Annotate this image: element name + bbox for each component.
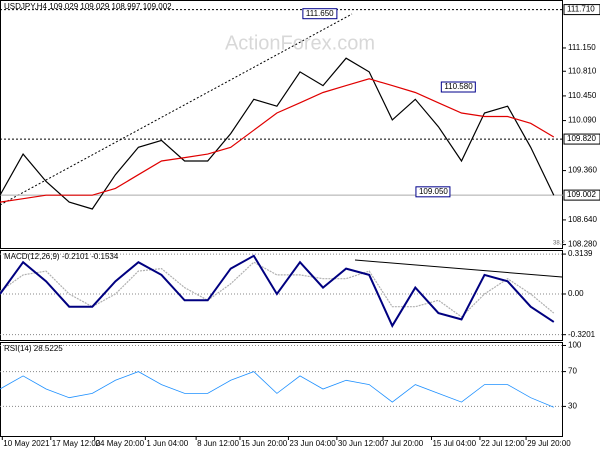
x-tick-label: 17 May 12:00 — [52, 439, 101, 448]
annotation-label: 111.650 — [306, 9, 334, 18]
ohlc: 109.002 — [143, 2, 172, 11]
last-price-label: 109.002 — [567, 190, 596, 199]
x-tick-label: 15 Jul 04:00 — [432, 439, 476, 448]
macd-main: -0.2101 — [62, 252, 90, 261]
macd-name: MACD(12,26,9) — [4, 252, 60, 261]
x-tick-label: 23 Jun 04:00 — [289, 439, 336, 448]
level-tag — [563, 4, 600, 16]
fib-label: 38.2 — [553, 241, 565, 247]
y-tick-label: 108.280 — [568, 240, 597, 249]
macd-frame — [0, 250, 563, 341]
y-tick-label: 0.00 — [568, 289, 584, 298]
level-tag — [563, 133, 600, 145]
macd-signal: -0.1534 — [91, 252, 119, 261]
macd-trend-line — [354, 259, 563, 278]
y-tick-label: 109.360 — [568, 166, 597, 175]
symbol: USDJPY,H4 — [4, 2, 48, 11]
y-tick-label: 70 — [568, 367, 577, 376]
level-label: 109.820 — [567, 134, 596, 143]
line — [0, 254, 555, 328]
x-tick-label: 8 Jun 12:00 — [197, 439, 239, 448]
price-frame — [0, 0, 563, 249]
line — [0, 261, 555, 318]
y-tick-label: 111.150 — [568, 43, 596, 52]
header: USDJPY,H4 109.029 109.029 108.997 109.00… — [4, 2, 172, 11]
ohlc: 109.029 — [80, 2, 109, 11]
y-tick-label: 110.090 — [568, 116, 597, 125]
x-tick-label: 7 Jul 20:00 — [384, 439, 424, 448]
annotation-label: 109.050 — [419, 187, 448, 196]
ohlc: 108.997 — [112, 2, 141, 11]
y-tick-label: 110.810 — [568, 66, 597, 75]
ohlc: 109.029 — [49, 2, 78, 11]
y-tick-label: 0.3139 — [568, 249, 593, 258]
rsi-label: RSI(14) 28.5225 — [4, 344, 63, 353]
rsi-name: RSI(14) — [4, 344, 32, 353]
annotation-box — [440, 81, 476, 93]
y-tick-label: 108.640 — [568, 215, 597, 224]
last-price-tag — [563, 189, 600, 201]
watermark: ActionForex.com — [225, 32, 375, 54]
annotation-label: 110.580 — [444, 82, 473, 91]
x-tick-label: 1 Jun 04:00 — [146, 439, 188, 448]
level-label: 111.710 — [567, 5, 595, 14]
x-tick-label: 22 Jul 12:00 — [481, 439, 525, 448]
annotation-box — [415, 186, 451, 198]
rsi-frame — [0, 342, 563, 437]
x-tick-label: 15 Jun 20:00 — [241, 439, 288, 448]
x-tick-label: 30 Jun 12:00 — [338, 439, 385, 448]
line — [0, 78, 555, 203]
y-tick-label: 100 — [568, 341, 582, 350]
rsi-value: 28.5225 — [34, 344, 63, 353]
line — [0, 371, 554, 408]
y-tick-label: 110.450 — [568, 91, 597, 100]
annotation-box — [302, 8, 338, 20]
macd-label: MACD(12,26,9) -0.2101 -0.1534 — [4, 252, 119, 261]
y-tick-label: -0.3201 — [568, 330, 596, 339]
x-tick-label: 10 May 2021 — [3, 439, 50, 448]
x-tick-label: 29 Jul 20:00 — [527, 439, 571, 448]
y-tick-label: 30 — [568, 402, 577, 411]
trend-line — [0, 13, 353, 206]
line — [0, 57, 555, 210]
x-tick-label: 24 May 20:00 — [96, 439, 145, 448]
